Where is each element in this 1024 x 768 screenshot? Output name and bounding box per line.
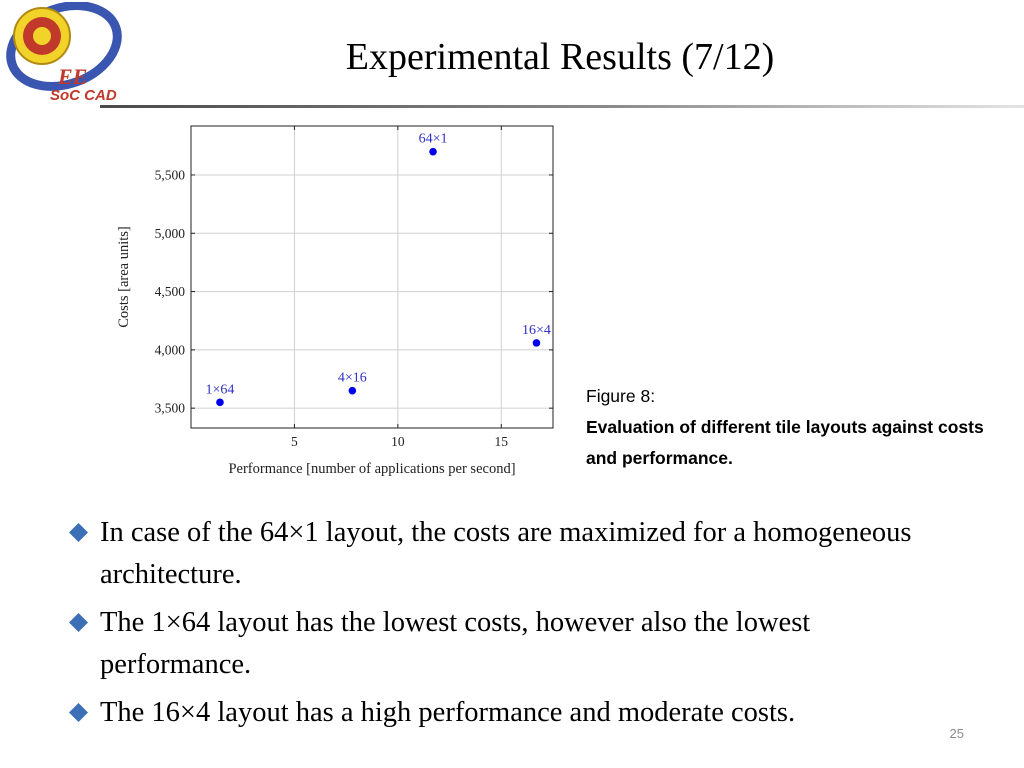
bullet-item: The 16×4 layout has a high performance a…: [66, 692, 966, 734]
data-point: [429, 147, 437, 156]
y-axis-label: Costs [area units]: [116, 226, 132, 327]
figure-label: Figure 8:: [586, 386, 656, 406]
figure-caption-text: Evaluation of different tile layouts aga…: [586, 417, 984, 468]
bullet-list: In case of the 64×1 layout, the costs ar…: [66, 512, 966, 740]
data-point: [216, 398, 224, 407]
slide-number: 25: [949, 726, 964, 741]
x-axis-label: Performance [number of applications per …: [228, 461, 515, 477]
scatter-chart-svg: 5 10 15 3,500 4,000 4,500 5,000 5,500 Performanc…: [116, 125, 554, 477]
logo-graphic: EE SoC CAD: [6, 1, 122, 104]
diamond-bullet-icon: [69, 523, 88, 542]
y-tick-label: 3,500: [155, 401, 186, 416]
logo-text-sub: SoC CAD: [50, 87, 117, 104]
bullet-text: In case of the 64×1 layout, the costs ar…: [100, 517, 912, 590]
x-tick-label: 15: [495, 434, 509, 449]
y-tick-label: 4,000: [155, 342, 186, 357]
scatter-chart: 5 10 15 3,500 4,000 4,500 5,000 5,500 Performanc…: [105, 118, 565, 488]
y-tick-label: 4,500: [155, 284, 186, 299]
plot-frame: [190, 125, 554, 429]
data-point-label: 1×64: [206, 382, 235, 397]
bullet-text: The 16×4 layout has a high performance a…: [100, 697, 796, 728]
diamond-bullet-icon: [69, 703, 88, 722]
bullet-text: The 1×64 layout has the lowest costs, ho…: [100, 607, 811, 680]
logo-text-main: EE: [57, 64, 87, 89]
x-tick-label: 5: [291, 434, 298, 449]
y-tick-label: 5,000: [155, 226, 186, 241]
data-point-label: 64×1: [419, 132, 448, 147]
title-divider: [100, 105, 1024, 108]
diamond-bullet-icon: [69, 613, 88, 632]
slide-title: Experimental Results (7/12): [345, 36, 775, 78]
figure-caption: Figure 8: Evaluation of different tile l…: [586, 381, 986, 474]
data-point-label: 4×16: [338, 371, 367, 386]
data-point: [348, 386, 357, 395]
data-point: [532, 339, 541, 347]
bullet-item: The 1×64 layout has the lowest costs, ho…: [66, 602, 966, 686]
bullet-item: In case of the 64×1 layout, the costs ar…: [66, 512, 966, 596]
y-tick-label: 5,500: [155, 167, 186, 182]
ee-soc-cad-logo: EE SoC CAD: [2, 1, 127, 104]
data-point-label: 16×4: [522, 323, 551, 338]
x-tick-label: 10: [391, 434, 405, 449]
